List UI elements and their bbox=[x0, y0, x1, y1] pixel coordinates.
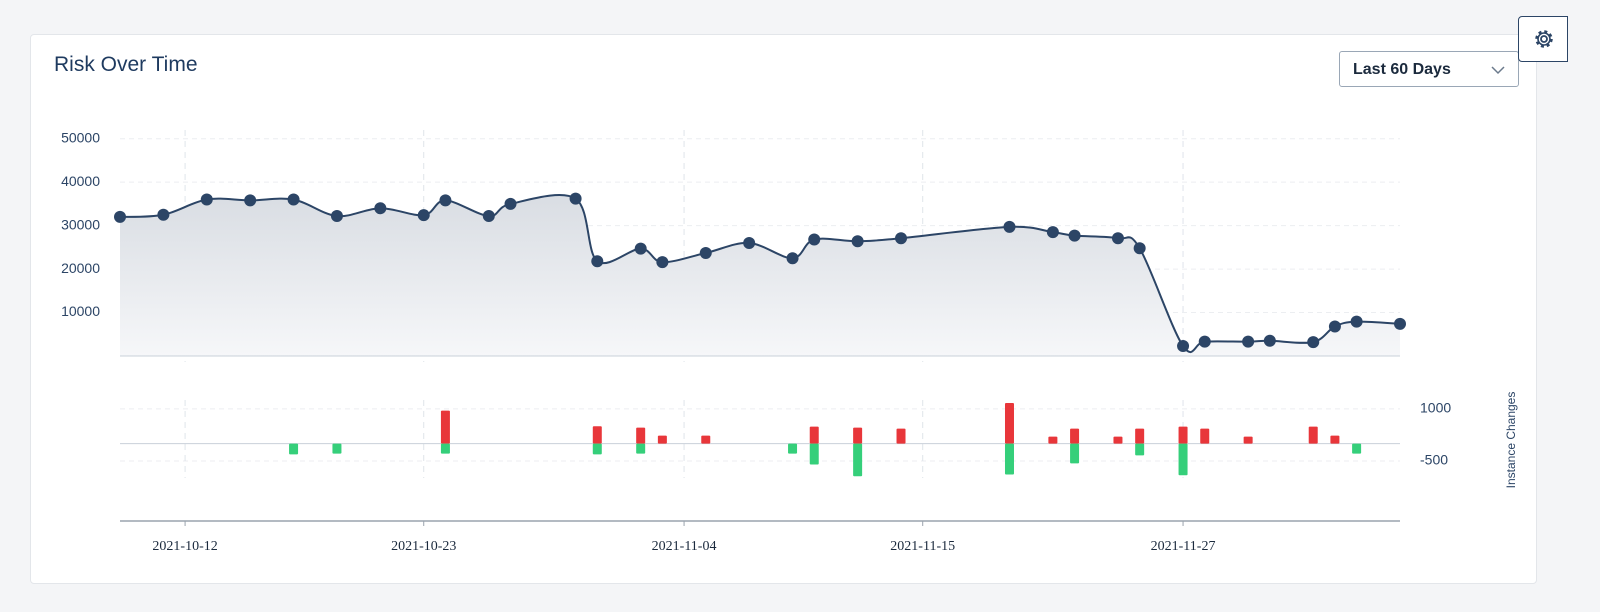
point bbox=[374, 202, 387, 215]
x-tick-label: 2021-10-12 bbox=[152, 539, 217, 554]
bar bbox=[1135, 443, 1145, 456]
bar bbox=[809, 443, 819, 465]
point bbox=[1177, 340, 1190, 353]
bar bbox=[1135, 428, 1145, 444]
point bbox=[786, 252, 799, 265]
point bbox=[1307, 336, 1320, 349]
y-tick-label: 20000 bbox=[61, 260, 100, 276]
y-tick-label: -500 bbox=[1420, 452, 1448, 468]
y-axis-label: Instance Changes bbox=[1504, 392, 1518, 489]
point bbox=[1328, 320, 1341, 333]
x-tick-label: 2021-11-04 bbox=[652, 539, 717, 554]
point bbox=[1111, 232, 1124, 245]
point bbox=[699, 246, 712, 259]
bar bbox=[1004, 402, 1014, 444]
bar bbox=[440, 443, 450, 454]
point bbox=[200, 193, 213, 206]
bar bbox=[332, 443, 342, 454]
point bbox=[417, 209, 430, 222]
point bbox=[656, 256, 669, 269]
point bbox=[895, 232, 908, 245]
point bbox=[1003, 220, 1016, 233]
y-tick-label: 50000 bbox=[61, 129, 100, 145]
y-tick-label: 10000 bbox=[61, 303, 100, 319]
bar bbox=[289, 443, 299, 455]
bar bbox=[1200, 428, 1210, 444]
point bbox=[504, 197, 517, 210]
bar bbox=[1113, 436, 1123, 444]
bar bbox=[1308, 426, 1318, 444]
point bbox=[591, 255, 604, 268]
point bbox=[114, 210, 126, 223]
bar bbox=[1243, 436, 1253, 444]
point bbox=[1198, 335, 1211, 348]
dropdown-value: Last 60 Days bbox=[1353, 61, 1451, 78]
y-tick-label: 40000 bbox=[61, 173, 100, 189]
point bbox=[851, 235, 864, 248]
bar bbox=[1070, 443, 1080, 464]
bar bbox=[1178, 426, 1188, 444]
x-tick-label: 2021-11-15 bbox=[890, 539, 955, 554]
x-tick-label: 2021-11-27 bbox=[1151, 539, 1216, 554]
point bbox=[482, 210, 495, 223]
bar bbox=[440, 410, 450, 444]
bar bbox=[592, 443, 602, 455]
point bbox=[1242, 335, 1255, 348]
area bbox=[120, 195, 1400, 356]
bar bbox=[1330, 435, 1340, 444]
point bbox=[1133, 242, 1146, 255]
bar bbox=[701, 435, 711, 444]
point bbox=[569, 192, 582, 205]
point bbox=[287, 193, 300, 206]
point bbox=[330, 210, 343, 223]
bar bbox=[1048, 436, 1058, 444]
point bbox=[1394, 317, 1406, 330]
point bbox=[634, 242, 647, 255]
y-tick-label: 1000 bbox=[1420, 400, 1451, 416]
bar bbox=[788, 443, 798, 454]
chevron-icon bbox=[1491, 66, 1505, 75]
line bbox=[119, 194, 1401, 353]
point bbox=[1046, 226, 1059, 239]
y-tick-label: 30000 bbox=[61, 216, 100, 232]
point bbox=[1263, 334, 1276, 347]
bar bbox=[1070, 428, 1080, 444]
bar bbox=[592, 426, 602, 444]
chart-title: Risk Over Time bbox=[54, 53, 198, 76]
bar bbox=[636, 443, 646, 454]
point bbox=[808, 233, 821, 246]
bar bbox=[853, 443, 863, 477]
bar bbox=[657, 435, 667, 444]
x-tick-label: 2021-10-23 bbox=[391, 539, 456, 554]
bar bbox=[853, 427, 863, 444]
bar bbox=[636, 427, 646, 444]
bar bbox=[1004, 443, 1014, 475]
bar bbox=[1352, 443, 1362, 454]
point bbox=[1068, 229, 1081, 242]
gear-icon bbox=[1535, 30, 1553, 48]
bar bbox=[809, 426, 819, 444]
settings-button[interactable] bbox=[1518, 16, 1568, 62]
bar bbox=[1178, 443, 1188, 476]
point bbox=[157, 208, 170, 221]
bar bbox=[896, 428, 906, 444]
point bbox=[1350, 315, 1363, 328]
range-dropdown[interactable]: Last 60 Days bbox=[1339, 51, 1519, 87]
point bbox=[743, 237, 756, 249]
point bbox=[244, 194, 257, 207]
point bbox=[439, 194, 452, 207]
